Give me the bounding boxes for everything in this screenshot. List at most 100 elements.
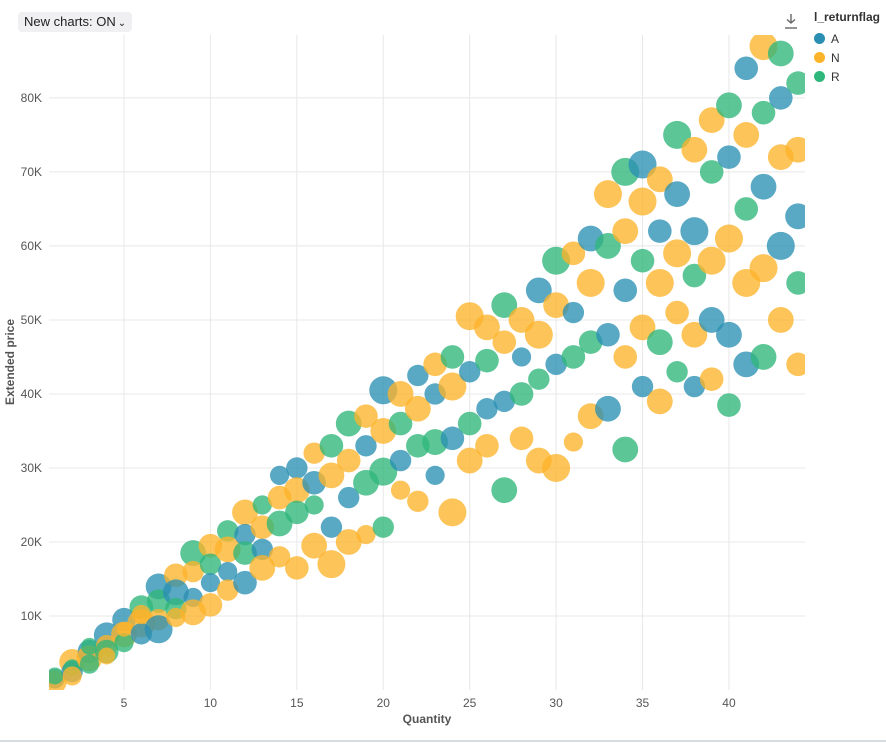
point-r[interactable]: [79, 654, 100, 674]
point-r[interactable]: [612, 436, 639, 463]
point-n[interactable]: [438, 372, 467, 401]
point-n[interactable]: [646, 166, 673, 193]
point-r[interactable]: [114, 633, 134, 653]
point-n[interactable]: [593, 180, 622, 209]
point-n[interactable]: [474, 314, 500, 341]
point-r[interactable]: [491, 477, 518, 504]
new-charts-toggle[interactable]: New charts: ON ⌄: [18, 12, 133, 32]
legend-item-r[interactable]: R: [814, 67, 880, 86]
point-n[interactable]: [509, 426, 534, 451]
point-r[interactable]: [199, 553, 222, 575]
point-n[interactable]: [561, 241, 586, 266]
point-a[interactable]: [493, 390, 515, 413]
point-n[interactable]: [785, 136, 811, 163]
point-r[interactable]: [80, 637, 98, 655]
point-n[interactable]: [714, 224, 743, 253]
point-a[interactable]: [286, 457, 308, 479]
point-n[interactable]: [697, 246, 726, 275]
point-r[interactable]: [369, 457, 398, 486]
point-r[interactable]: [217, 520, 239, 542]
point-r[interactable]: [751, 100, 776, 125]
point-r[interactable]: [252, 495, 272, 515]
point-a[interactable]: [785, 203, 811, 230]
point-r[interactable]: [475, 348, 499, 373]
point-n[interactable]: [786, 352, 810, 377]
point-r[interactable]: [372, 516, 394, 538]
point-n[interactable]: [456, 447, 483, 474]
point-n[interactable]: [98, 647, 116, 665]
point-r[interactable]: [491, 292, 518, 319]
point-a[interactable]: [458, 361, 481, 383]
point-n[interactable]: [285, 556, 309, 580]
point-a[interactable]: [717, 145, 741, 169]
point-n[interactable]: [733, 122, 760, 148]
point-n[interactable]: [301, 532, 328, 559]
point-a[interactable]: [338, 486, 360, 509]
point-r[interactable]: [666, 361, 688, 383]
point-a[interactable]: [698, 307, 725, 333]
point-n[interactable]: [182, 560, 204, 583]
point-n[interactable]: [699, 367, 724, 391]
point-n[interactable]: [232, 499, 258, 526]
point-r[interactable]: [630, 248, 655, 273]
point-n[interactable]: [268, 546, 291, 568]
legend-item-a[interactable]: A: [814, 29, 880, 48]
point-a[interactable]: [628, 150, 657, 179]
point-a[interactable]: [389, 449, 412, 472]
point-r[interactable]: [663, 120, 692, 149]
point-a[interactable]: [251, 538, 273, 561]
point-n[interactable]: [749, 254, 778, 283]
point-n[interactable]: [663, 239, 692, 268]
point-a[interactable]: [766, 231, 795, 260]
point-a[interactable]: [716, 321, 742, 348]
point-n[interactable]: [767, 307, 794, 333]
point-r[interactable]: [233, 541, 257, 565]
point-r[interactable]: [717, 393, 741, 417]
point-a[interactable]: [680, 217, 709, 246]
point-r[interactable]: [767, 40, 794, 67]
point-n[interactable]: [404, 395, 431, 422]
point-r[interactable]: [388, 411, 413, 436]
point-a[interactable]: [440, 426, 465, 451]
point-n[interactable]: [249, 554, 276, 581]
point-a[interactable]: [162, 579, 189, 606]
point-n[interactable]: [131, 604, 151, 625]
point-a[interactable]: [631, 375, 654, 398]
point-a[interactable]: [562, 301, 585, 324]
point-n[interactable]: [356, 524, 376, 545]
point-n[interactable]: [475, 433, 499, 458]
point-n[interactable]: [645, 268, 674, 297]
point-a[interactable]: [234, 523, 256, 546]
point-r[interactable]: [457, 411, 482, 436]
point-n[interactable]: [354, 404, 378, 428]
point-r[interactable]: [734, 197, 759, 221]
point-r[interactable]: [786, 271, 810, 295]
point-r[interactable]: [46, 667, 64, 685]
point-n[interactable]: [665, 300, 689, 325]
point-n[interactable]: [542, 453, 571, 482]
point-n[interactable]: [543, 292, 570, 319]
point-n[interactable]: [646, 388, 673, 415]
point-n[interactable]: [698, 107, 725, 134]
point-r[interactable]: [750, 344, 777, 370]
point-a[interactable]: [218, 561, 238, 582]
point-n[interactable]: [524, 320, 553, 349]
point-a[interactable]: [545, 353, 567, 376]
point-r[interactable]: [595, 233, 621, 259]
point-n[interactable]: [492, 330, 517, 354]
point-n[interactable]: [612, 218, 639, 245]
point-r[interactable]: [561, 345, 586, 369]
point-n[interactable]: [628, 187, 657, 216]
point-a[interactable]: [595, 395, 621, 422]
point-r[interactable]: [786, 71, 810, 95]
point-a[interactable]: [407, 364, 429, 387]
point-a[interactable]: [683, 375, 706, 398]
point-a[interactable]: [750, 173, 777, 200]
point-n[interactable]: [438, 498, 467, 527]
point-r[interactable]: [440, 345, 465, 369]
point-n[interactable]: [318, 462, 345, 489]
point-n[interactable]: [62, 666, 82, 686]
point-r[interactable]: [682, 263, 707, 288]
point-r[interactable]: [699, 160, 724, 184]
point-n[interactable]: [407, 490, 429, 512]
